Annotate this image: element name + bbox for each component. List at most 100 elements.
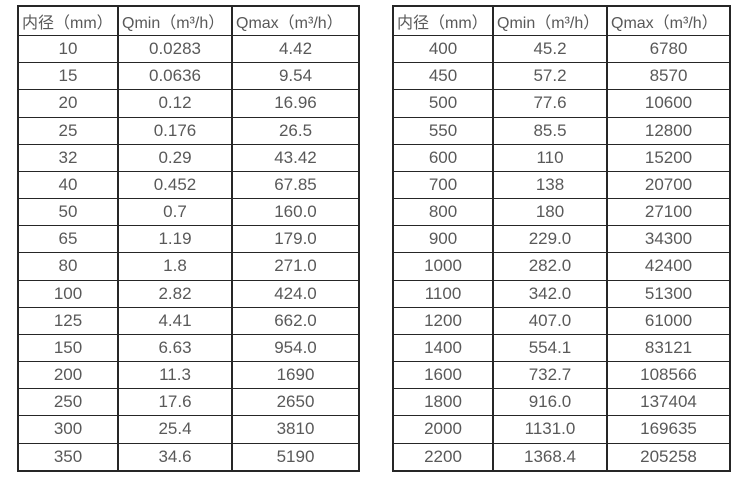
table-cell: 8570 — [606, 62, 731, 91]
table-cell: 0.452 — [117, 170, 233, 200]
table-cell: 20 — [17, 89, 119, 118]
table-cell: 550 — [392, 116, 494, 145]
table-cell: 27100 — [606, 198, 731, 227]
table-cell: 6.63 — [117, 333, 233, 363]
table-row: 50 0.7 160.0 — [17, 198, 360, 227]
table-cell: 600 — [392, 143, 494, 172]
table-cell: 1690 — [231, 361, 360, 390]
table-cell: 2650 — [231, 388, 360, 417]
table-row: 1800 916.0 137404 — [392, 388, 731, 417]
table-cell: 2.82 — [117, 279, 233, 308]
table-cell: 2200 — [392, 442, 494, 472]
table-cell: 4.42 — [231, 34, 360, 64]
table-cell: 6780 — [606, 34, 731, 64]
table-row: 600 110 15200 — [392, 143, 731, 172]
table-cell: 1200 — [392, 306, 494, 335]
table-cell: 500 — [392, 89, 494, 118]
table-cell: 26.5 — [231, 116, 360, 145]
table-cell: 10 — [17, 34, 119, 64]
table-cell: 0.176 — [117, 116, 233, 145]
table-cell: 954.0 — [231, 333, 360, 363]
table-cell: 1400 — [392, 333, 494, 363]
table-cell: 110 — [492, 143, 608, 172]
table-row: 100 2.82 424.0 — [17, 279, 360, 308]
table-row: 250 17.6 2650 — [17, 388, 360, 417]
table-cell: 11.3 — [117, 361, 233, 390]
table-cell: 205258 — [606, 442, 731, 472]
table-cell: 17.6 — [117, 388, 233, 417]
table-cell: 424.0 — [231, 279, 360, 308]
table-cell: 700 — [392, 170, 494, 200]
table-cell: 15 — [17, 62, 119, 91]
table-row: 1100 342.0 51300 — [392, 279, 731, 308]
table-row: 1600 732.7 108566 — [392, 361, 731, 390]
table-cell: 916.0 — [492, 388, 608, 417]
table-cell: 16.96 — [231, 89, 360, 118]
table-cell: 51300 — [606, 279, 731, 308]
table-cell: 12800 — [606, 116, 731, 145]
table-cell: 42400 — [606, 252, 731, 281]
table-row: 32 0.29 43.42 — [17, 143, 360, 172]
column-header: Qmax（m³/h） — [606, 5, 731, 36]
table-cell: 43.42 — [231, 143, 360, 172]
table-row: 800 180 27100 — [392, 198, 731, 227]
table-cell: 0.0636 — [117, 62, 233, 91]
table-row: 300 25.4 3810 — [17, 415, 360, 444]
table-cell: 34300 — [606, 225, 731, 254]
table-cell: 25.4 — [117, 415, 233, 444]
table-cell: 1600 — [392, 361, 494, 390]
table-cell: 1131.0 — [492, 415, 608, 444]
table-cell: 0.12 — [117, 89, 233, 118]
table-cell: 1.8 — [117, 252, 233, 281]
table-cell: 0.29 — [117, 143, 233, 172]
table-cell: 137404 — [606, 388, 731, 417]
table-cell: 554.1 — [492, 333, 608, 363]
table-row: 2000 1131.0 169635 — [392, 415, 731, 444]
table-cell: 1.19 — [117, 225, 233, 254]
table-cell: 9.54 — [231, 62, 360, 91]
table-cell: 1800 — [392, 388, 494, 417]
table-cell: 45.2 — [492, 34, 608, 64]
header-row: 内径（mm） Qmin（m³/h） Qmax（m³/h） — [17, 5, 360, 36]
table-cell: 125 — [17, 306, 119, 335]
flow-spec-table-small-diameters: 内径（mm） Qmin（m³/h） Qmax（m³/h） 10 0.0283 4.42 15… — [17, 5, 360, 472]
table-cell: 900 — [392, 225, 494, 254]
table-cell: 100 — [17, 279, 119, 308]
header-row: 内径（mm） Qmin（m³/h） Qmax（m³/h） — [392, 5, 731, 36]
table-cell: 2000 — [392, 415, 494, 444]
table-cell: 61000 — [606, 306, 731, 335]
column-header: Qmax（m³/h） — [231, 5, 360, 36]
table-row: 350 34.6 5190 — [17, 442, 360, 472]
table-cell: 85.5 — [492, 116, 608, 145]
table-cell: 3810 — [231, 415, 360, 444]
column-header: Qmin（m³/h） — [117, 5, 233, 36]
table-cell: 282.0 — [492, 252, 608, 281]
table-row: 200 11.3 1690 — [17, 361, 360, 390]
table-row: 1000 282.0 42400 — [392, 252, 731, 281]
table-row: 500 77.6 10600 — [392, 89, 731, 118]
table-cell: 732.7 — [492, 361, 608, 390]
table-row: 400 45.2 6780 — [392, 34, 731, 64]
table-cell: 0.0283 — [117, 34, 233, 64]
table-cell: 169635 — [606, 415, 731, 444]
table-cell: 271.0 — [231, 252, 360, 281]
table-cell: 50 — [17, 198, 119, 227]
table-row: 450 57.2 8570 — [392, 62, 731, 91]
table-cell: 160.0 — [231, 198, 360, 227]
table-cell: 342.0 — [492, 279, 608, 308]
table-cell: 150 — [17, 333, 119, 363]
table-cell: 0.7 — [117, 198, 233, 227]
table-cell: 10600 — [606, 89, 731, 118]
table-cell: 65 — [17, 225, 119, 254]
table-row: 150 6.63 954.0 — [17, 333, 360, 363]
table-cell: 1100 — [392, 279, 494, 308]
table-row: 20 0.12 16.96 — [17, 89, 360, 118]
table-cell: 450 — [392, 62, 494, 91]
table-cell: 407.0 — [492, 306, 608, 335]
table-row: 80 1.8 271.0 — [17, 252, 360, 281]
table-cell: 800 — [392, 198, 494, 227]
table-row: 25 0.176 26.5 — [17, 116, 360, 145]
table-row: 550 85.5 12800 — [392, 116, 731, 145]
table-cell: 57.2 — [492, 62, 608, 91]
